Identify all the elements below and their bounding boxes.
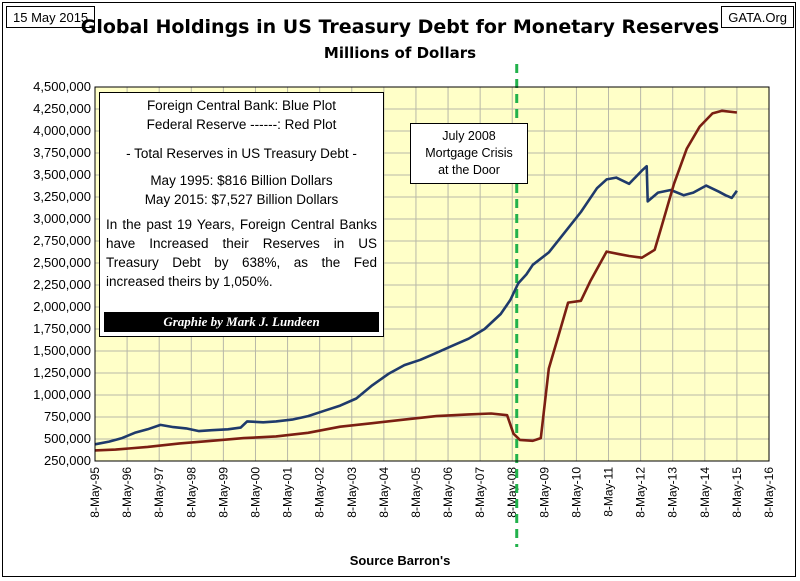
y-tick-label: 1,000,000 xyxy=(33,387,91,402)
legend-line-fed: Federal Reserve ------: Red Plot xyxy=(146,117,337,132)
crisis-annotation-line2: Mortgage Crisis xyxy=(425,146,513,160)
legend-1995-total: May 1995: $816 Billion Dollars xyxy=(150,173,333,188)
y-tick-label: 4,250,000 xyxy=(33,101,91,116)
series-line-federal-reserve xyxy=(94,109,738,452)
x-tick-label: 8-May-99 xyxy=(216,467,230,518)
y-tick-label: 2,500,000 xyxy=(33,255,91,270)
x-tick-label: 8-May-07 xyxy=(473,467,487,518)
legend-2015-total: May 2015: $7,527 Billion Dollars xyxy=(144,192,339,207)
y-tick-label: 4,500,000 xyxy=(33,79,91,94)
x-tick-label: 8-May-06 xyxy=(441,467,455,518)
legend-box: Foreign Central Bank: Blue Plot Federal … xyxy=(99,92,384,337)
x-tick-label: 8-May-13 xyxy=(666,467,680,518)
legend-paragraph: In the past 19 Years, Foreign Central Ba… xyxy=(106,217,377,289)
x-tick-label: 8-May-12 xyxy=(634,467,648,518)
y-tick-label: 1,250,000 xyxy=(33,365,91,380)
x-tick-label: 8-May-97 xyxy=(152,467,166,518)
y-tick-label: 1,500,000 xyxy=(33,343,91,358)
y-tick-label: 500,000 xyxy=(44,431,91,446)
x-tick-label: 8-May-00 xyxy=(248,467,262,518)
plot-border xyxy=(94,86,770,462)
crisis-annotation-line3: at the Door xyxy=(438,163,500,177)
x-tick-label: 8-May-05 xyxy=(409,467,423,518)
legend-heading: - Total Reserves in US Treasury Debt - xyxy=(126,146,357,161)
series-lines xyxy=(94,109,738,452)
y-tick-label: 3,750,000 xyxy=(33,145,91,160)
date-label: 15 May 2015 xyxy=(6,6,96,28)
y-tick-label: 2,250,000 xyxy=(33,277,91,292)
x-tick-label: 8-May-16 xyxy=(762,467,776,518)
y-tick-label: 4,000,000 xyxy=(33,123,91,138)
chart-title: Global Holdings in US Treasury Debt for … xyxy=(80,16,720,38)
crisis-annotation: July 2008 Mortgage Crisis at the Door xyxy=(410,123,528,184)
x-tick-label: 8-May-10 xyxy=(569,467,583,518)
x-axis-ticks: 8-May-95 8-May-96 8-May-97 8-May-98 8-May-99… xyxy=(88,467,776,518)
x-tick-label: 8-May-03 xyxy=(345,467,359,518)
x-axis-label: Source Barron's xyxy=(349,553,451,568)
y-tick-label: 250,000 xyxy=(44,453,91,468)
y-tick-label: 1,750,000 xyxy=(33,321,91,336)
y-tick-label: 750,000 xyxy=(44,409,91,424)
x-tick-label: 8-May-96 xyxy=(120,467,134,518)
x-tick-label: 8-May-95 xyxy=(88,467,102,518)
y-axis-ticks: 250,000 500,000 750,000 1,000,000 1,250,000 1… xyxy=(33,79,91,468)
x-tick-label: 8-May-04 xyxy=(377,467,391,518)
legend-line-foreign: Foreign Central Bank: Blue Plot xyxy=(146,98,337,113)
x-tick-label: 8-May-11 xyxy=(602,467,616,517)
y-tick-label: 3,250,000 xyxy=(33,189,91,204)
y-tick-label: 2,750,000 xyxy=(33,233,91,248)
x-tick-label: 8-May-15 xyxy=(730,467,744,518)
x-tick-label: 8-May-98 xyxy=(184,467,198,518)
y-tick-label: 2,000,000 xyxy=(33,299,91,314)
x-tick-label: 8-May-02 xyxy=(313,467,327,518)
y-tick-label: 3,500,000 xyxy=(33,167,91,182)
y-tick-label: 3,000,000 xyxy=(33,211,91,226)
x-tick-label: 8-May-09 xyxy=(537,467,551,518)
chart-subtitle: Millions of Dollars xyxy=(323,44,477,62)
x-tick-label: 8-May-01 xyxy=(281,467,295,518)
crisis-annotation-line1: July 2008 xyxy=(442,129,496,143)
series-line-foreign-central-bank xyxy=(94,164,738,446)
credit-label: Graphie by Mark J. Lundeen xyxy=(104,312,379,332)
site-label: GATA.Org xyxy=(721,6,794,28)
x-tick-label: 8-May-14 xyxy=(698,467,712,518)
